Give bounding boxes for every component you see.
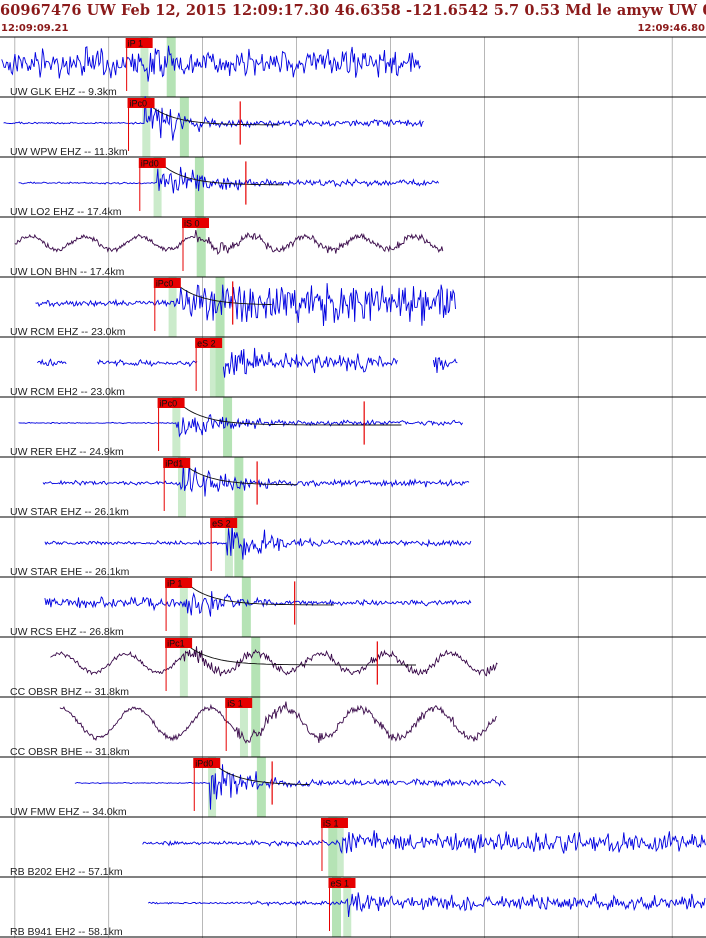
pick-window [208,757,217,817]
pick-window [215,277,225,337]
pick-label: iP 1 [167,579,182,589]
pick-window [251,637,261,697]
waveform [18,414,463,438]
coda-curve [209,760,310,785]
pick-label: eS 2 [197,339,216,349]
coda-curve [144,100,280,126]
pick-window [153,157,162,217]
pick-window [343,877,352,937]
trace-label: UW FMW EHZ -- 34.0km [10,806,127,818]
pick-flag [181,218,209,228]
pick-flag [165,638,193,648]
pick-window [239,697,248,757]
pick-label: iPc0 [156,279,174,289]
pick-window [251,697,261,757]
waveform [37,347,458,378]
pick-label: iS 1 [323,819,339,829]
waveform [142,830,706,855]
pick-window [194,157,204,217]
pick-flag [157,398,185,408]
time-end: 12:09:46.80 [637,23,705,34]
header: 60967476 UW Feb 12, 2015 12:09:17.30 46.… [0,0,706,38]
pick-label: iS 1 [227,699,243,709]
pick-flag [153,278,181,288]
pick-label: iPc0 [160,399,178,409]
trace-label: CC OBSR BHE -- 31.8km [10,746,130,758]
pick-window [209,337,218,397]
pick-window [256,757,266,817]
pick-label: eS 1 [330,879,349,889]
pick-window [328,817,338,877]
pick-window [234,457,244,517]
pick-flag [320,818,348,828]
pick-flag [195,338,223,348]
coda-curve [179,460,298,486]
coda-curve [157,160,284,186]
pick-label: iP 1 [128,39,143,49]
trace-label: CC OBSR BHZ -- 31.8km [10,686,129,698]
pick-flag [210,518,238,528]
trace-label: UW WPW EHZ -- 11.3km [10,146,128,158]
pick-label: iPd1 [165,459,183,469]
trace-label: UW RER EHZ -- 24.9km [10,446,124,458]
pick-window [179,577,188,637]
trace-label: UW RCM EHZ -- 23.0km [10,326,126,338]
waveform [14,230,444,255]
waveform [44,591,472,617]
trace-label: UW RCM EH2 -- 23.0km [10,386,125,398]
pick-window [223,397,233,457]
pick-window [172,397,181,457]
pick-label: iPc0 [130,99,148,109]
waveform [42,461,470,497]
trace-label: RB B941 EH2 -- 58.1km [10,926,123,938]
waveform [59,701,497,744]
trace-label: UW LON BHN -- 17.4km [10,266,125,278]
pick-window [179,637,188,697]
pick-window [166,37,176,97]
pick-label: iPc1 [167,639,185,649]
waveform [3,96,424,141]
trace-label: UW GLK EHZ -- 9.3km [10,86,117,98]
waveform [50,646,498,677]
pick-window [196,217,205,277]
pick-flag [125,38,153,48]
trace-label: UW LO2 EHZ -- 17.4km [10,206,122,218]
pick-window [140,37,149,97]
pick-label: iPd0 [195,759,213,769]
pick-window [168,277,177,337]
pick-window [142,97,151,157]
pick-label: eS 2 [212,519,231,529]
waveform [74,764,506,810]
waveform [147,892,706,918]
coda-curve [183,580,334,606]
pick-flag [163,458,191,468]
trace-label: RB B202 EH2 -- 57.1km [10,866,123,878]
waveform [18,166,439,194]
coda-curve [172,280,272,305]
pick-window [241,577,251,637]
pick-window [224,517,233,577]
pick-flag [127,98,155,108]
pick-flag [138,158,166,168]
trace-label: UW STAR EHE -- 26.1km [10,566,130,578]
pick-flag [165,578,193,588]
pick-window [215,337,225,397]
time-start: 12:09:09.21 [1,23,69,34]
pick-window [332,877,342,937]
trace-label: UW RCS EHZ -- 26.8km [10,626,124,638]
event-title: 60967476 UW Feb 12, 2015 12:09:17.30 46.… [0,2,706,19]
waveform [1,45,421,82]
pick-flag [328,878,356,888]
pick-flag [225,698,253,708]
pick-label: iPd0 [141,159,159,169]
waveform [44,522,472,560]
waveform [35,283,456,327]
pick-flag [193,758,221,768]
pick-label: iS 0 [184,219,200,229]
trace-label: UW STAR EHZ -- 26.1km [10,506,129,518]
pick-window [179,97,189,157]
